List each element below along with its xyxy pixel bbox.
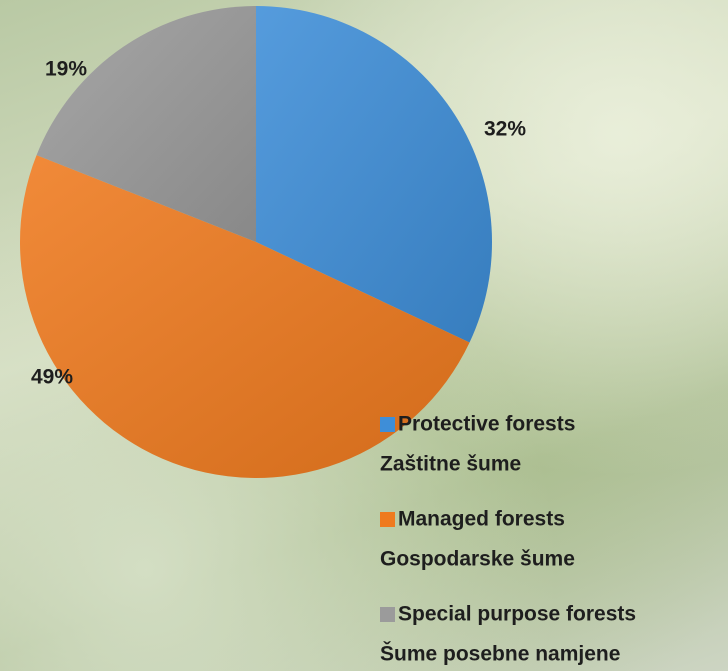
legend-label: Special purpose forests <box>398 603 636 626</box>
legend-label: Gospodarske šume <box>380 548 575 571</box>
data-label: 19% <box>45 58 87 81</box>
legend-label: Managed forests <box>398 508 565 531</box>
legend-label: Šume posebne namjene <box>380 642 620 666</box>
data-label: 49% <box>31 366 73 389</box>
legend-marker <box>380 512 395 527</box>
legend-label: Protective forests <box>398 413 575 436</box>
chart: 32% 49% 19% Protective forests Zaštitne šume… <box>0 0 728 671</box>
legend-marker <box>380 417 395 432</box>
page: 32% 49% 19% Protective forests Zaštitne šume… <box>0 0 728 671</box>
data-label: 32% <box>484 118 526 141</box>
legend-label: Zaštitne šume <box>380 453 521 476</box>
legend-marker <box>380 607 395 622</box>
